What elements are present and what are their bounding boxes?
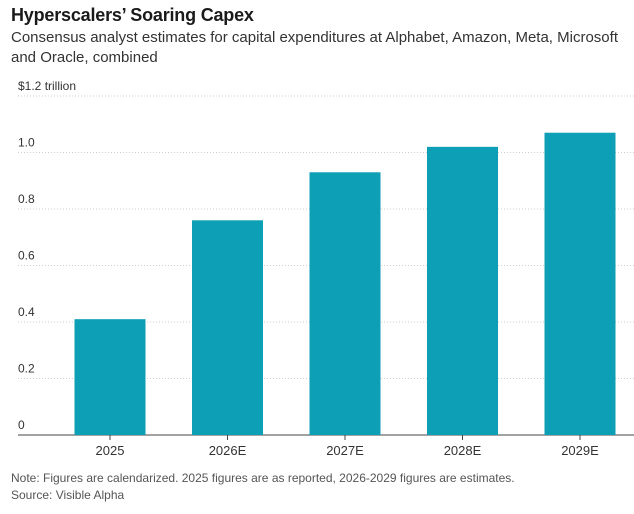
source-text: Source: Visible Alpha	[11, 488, 125, 502]
x-tick-label: 2027E	[326, 443, 364, 458]
y-tick-label: 0.6	[18, 249, 35, 263]
x-axis-ticks: 2025 2026E 2027E 2028E 2029E	[96, 443, 600, 458]
bar	[192, 220, 263, 435]
y-tick-label: 0	[18, 418, 25, 432]
y-tick-label: 1.0	[18, 136, 35, 150]
x-tick-label: 2025	[96, 443, 125, 458]
x-axis-tick-marks	[109, 435, 581, 440]
x-tick-label: 2029E	[561, 443, 599, 458]
y-tick-label: 0.8	[18, 192, 35, 206]
x-tick-label: 2028E	[444, 443, 482, 458]
bars	[74, 132, 616, 435]
bar	[427, 146, 498, 435]
bar	[74, 319, 146, 435]
note-text: Note: Figures are calendarized. 2025 fig…	[11, 471, 515, 485]
chart-subtitle: Consensus analyst estimates for capital …	[11, 29, 618, 66]
y-tick-label: 0.2	[18, 362, 35, 376]
bar	[544, 132, 616, 435]
y-axis-ticks: 0 0.2 0.4 0.6 0.8 1.0 $1.2 trillion	[18, 79, 76, 432]
bar	[309, 172, 381, 435]
chart-title: Hyperscalers’ Soaring Capex	[11, 5, 254, 25]
x-tick-label: 2026E	[209, 443, 247, 458]
y-tick-label: 0.4	[18, 305, 35, 319]
footnote: Note: Figures are calendarized. 2025 fig…	[11, 470, 515, 504]
y-tick-label: $1.2 trillion	[18, 79, 76, 93]
